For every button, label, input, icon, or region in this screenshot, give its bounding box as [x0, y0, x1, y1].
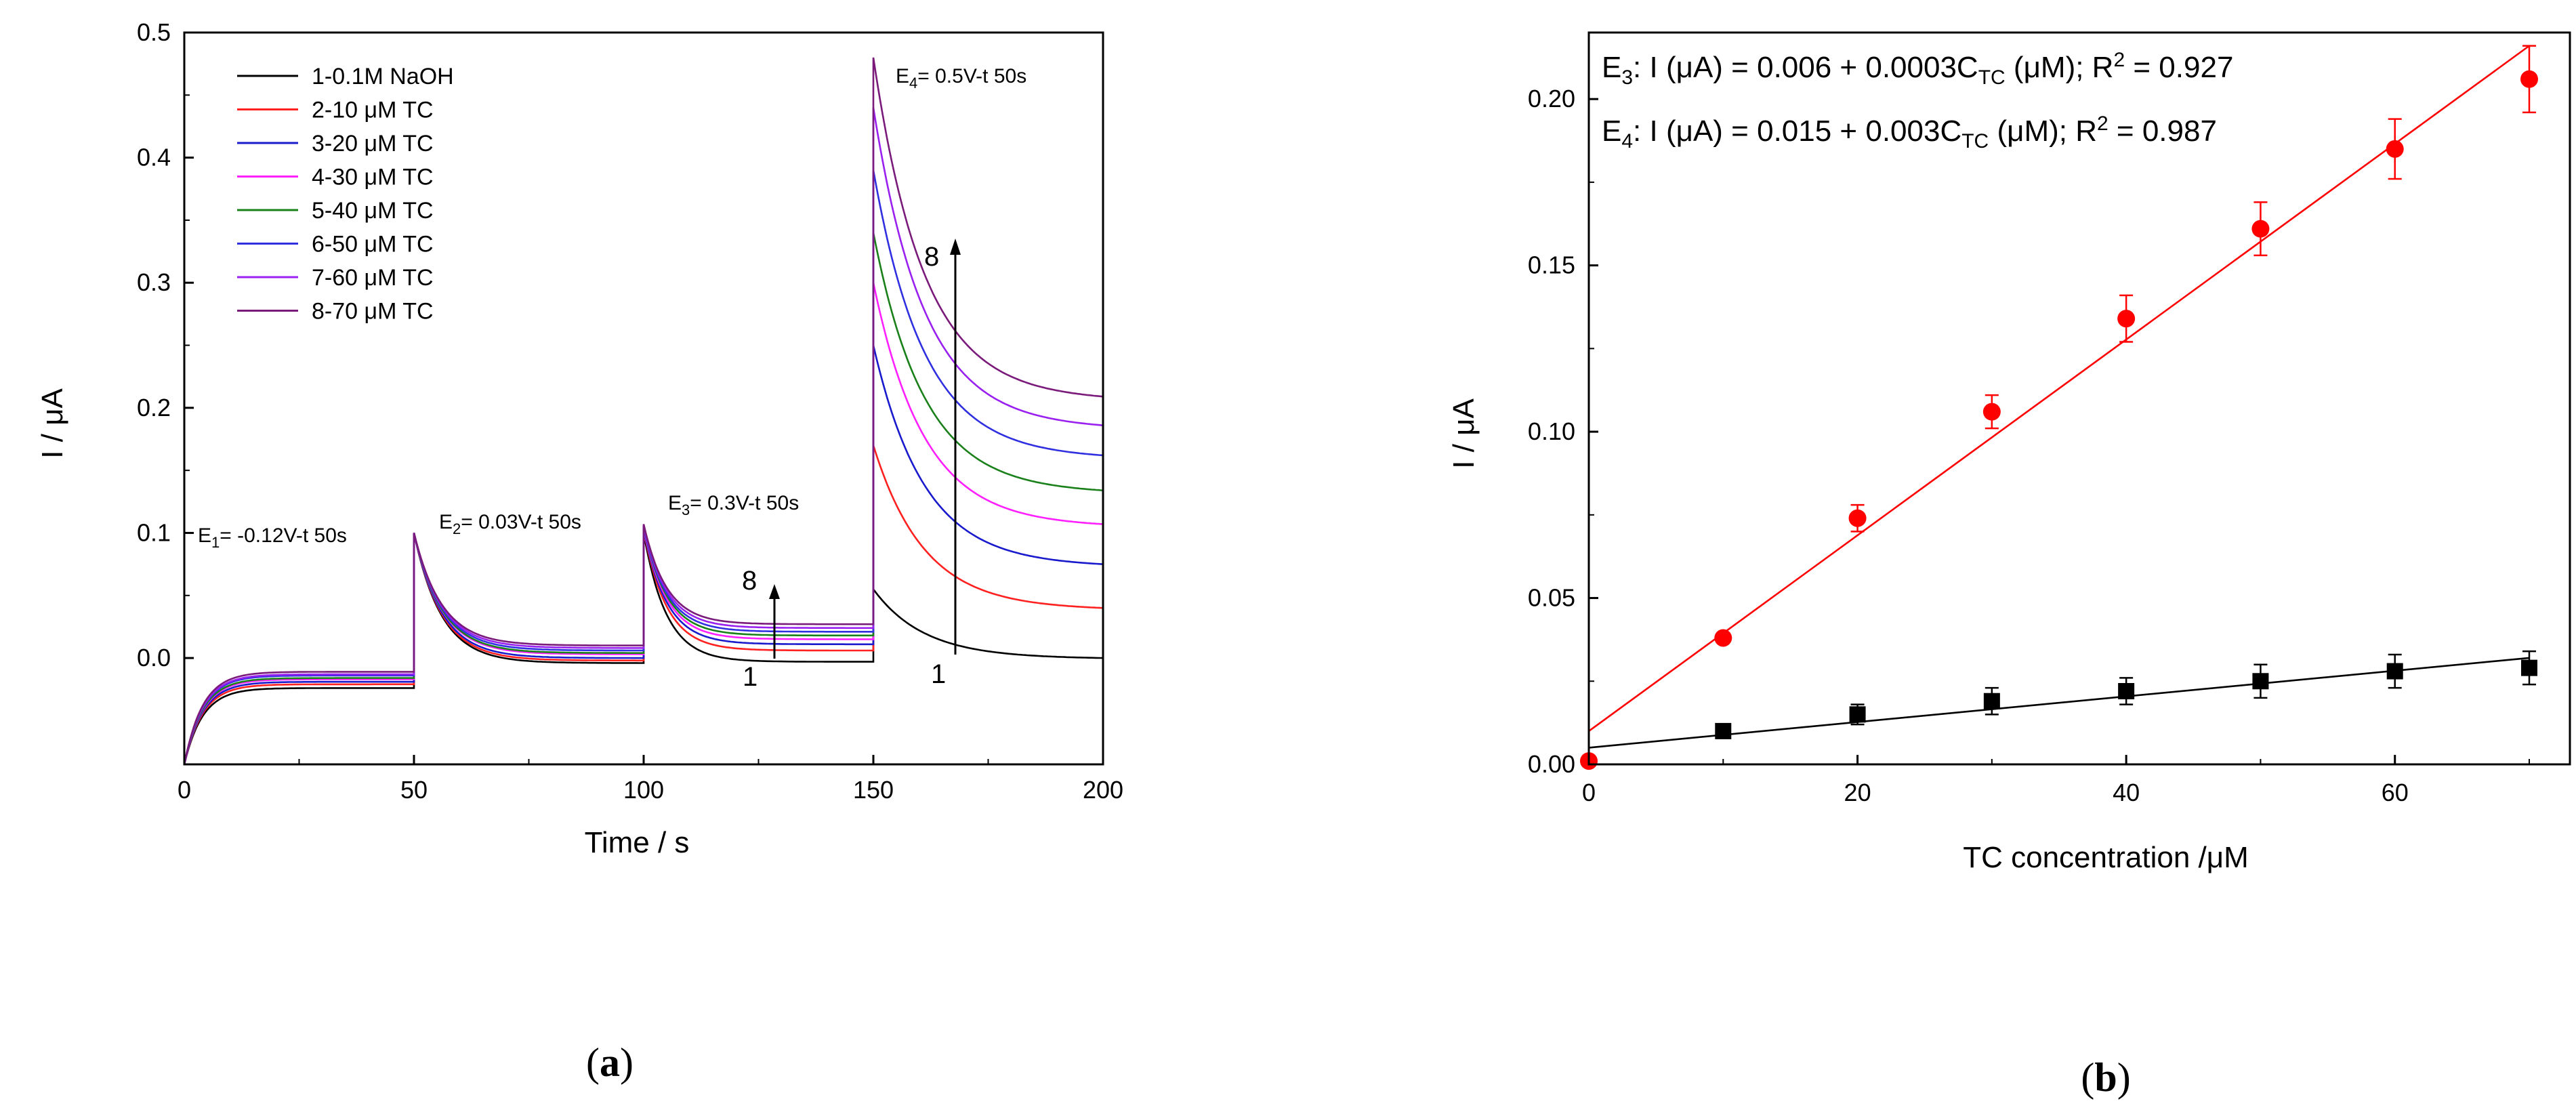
step-annotation-e1-text: = -0.12V-t 50s [220, 524, 347, 547]
arrow-e3 [769, 584, 780, 659]
data-point [1715, 722, 1732, 739]
equation-e4-mid: (μM); R [1989, 115, 2097, 148]
panel-b-label-letter: b [2094, 1055, 2117, 1100]
series-line [183, 282, 1104, 765]
data-point [2386, 140, 2404, 158]
panel-b-y-tick-label: 0.20 [1528, 85, 1575, 112]
panel-a-y-tick-label: 0.5 [137, 18, 171, 46]
data-point [1983, 693, 2000, 709]
equation-e3-mid: (μM); R [2006, 51, 2114, 84]
panel-b-x-tick-label: 0 [1582, 779, 1596, 806]
step-annotation-e2: E2= 0.03V-t 50s [439, 511, 581, 537]
equation-e3-sup: 2 [2113, 49, 2125, 71]
step-annotation-e4: E4= 0.5V-t 50s [896, 65, 1026, 91]
legend-entry-label: 3-20 μM TC [312, 131, 434, 157]
panel-a-y-tick-label: 0.2 [137, 394, 171, 421]
data-point [2117, 310, 2136, 328]
legend-entry-label: 7-60 μM TC [312, 265, 434, 291]
arrow-e3-top-label: 8 [742, 566, 757, 596]
panel-b-ticks: 0 20 40 60 0.00 0.05 0.10 0.15 0.20 [1528, 85, 2530, 806]
equation-e4-right: = 0.987 [2108, 115, 2217, 148]
panel-b-x-tick-label: 60 [2382, 779, 2409, 806]
equation-e3-right: = 0.927 [2125, 51, 2233, 84]
panel-b-y-tick-label: 0.00 [1528, 750, 1575, 778]
data-point [2251, 220, 2270, 238]
equation-e3-c-sub: TC [1978, 66, 2006, 89]
arrow-e4-bottom-label: 1 [931, 659, 946, 689]
step-annotation-e3-sub: 3 [682, 501, 690, 518]
legend-entry-label: 2-10 μM TC [312, 98, 434, 123]
arrow-e4-top-label: 8 [924, 242, 939, 272]
fit-line [1588, 657, 2530, 749]
data-point [2386, 663, 2403, 680]
data-point [1714, 629, 1732, 647]
panel-b-chart: 0 20 40 60 0.00 0.05 0.10 0.15 0.20 TC concentra… [1447, 31, 2571, 1100]
step-annotation-e2-sub: 2 [453, 520, 461, 537]
step-annotation-e4-text: = 0.5V-t 50s [917, 65, 1026, 87]
panel-b-x-tick-label: 40 [2113, 779, 2140, 806]
step-annotation-e1-sub: 1 [211, 534, 220, 551]
panel-b-x-tick-label: 20 [1844, 779, 1871, 806]
step-annotation-e2-text: = 0.03V-t 50s [461, 511, 581, 533]
panel-a-y-tick-label: 0.4 [137, 144, 171, 171]
panel-a-label: (a) [586, 1040, 633, 1085]
legend-entry-label: 1-0.1M NaOH [312, 64, 454, 89]
data-point [1849, 706, 1866, 723]
equation-e4: E4: I (μA) = 0.015 + 0.003CTC (μM); R2 =… [1602, 112, 2217, 152]
equation-e4-c-sub: TC [1961, 130, 1989, 152]
panel-a-x-axis-label: Time / s [585, 826, 690, 859]
equation-e3-left: : I (μA) = 0.006 + 0.0003C [1633, 51, 1978, 84]
panel-b-y-tick-label: 0.15 [1528, 251, 1575, 279]
panel-a-x-tick-label: 0 [178, 776, 191, 804]
data-point [1982, 403, 2001, 421]
arrow-e3-bottom-label: 1 [743, 662, 757, 692]
panel-a-legend: 1-0.1M NaOH 2-10 μM TC 3-20 μM TC 4-30 μM T… [237, 64, 454, 325]
panel-a-y-tick-label: 0.3 [137, 268, 171, 296]
panel-b-y-tick-label: 0.10 [1528, 417, 1575, 445]
panel-a-x-tick-label: 200 [1083, 776, 1123, 804]
panel-a-x-tick-label: 150 [853, 776, 894, 804]
equation-e3-sub: 3 [1621, 66, 1633, 89]
panel-b-y-axis-label: I / μA [1447, 398, 1480, 469]
panel-a-curves [183, 57, 1104, 765]
data-point [2520, 70, 2538, 88]
panel-a-y-tick-label: 0.1 [137, 518, 171, 546]
panel-b-x-axis-label: TC concentration /μM [1963, 841, 2249, 874]
fit-line [1588, 45, 2530, 732]
legend-entry-label: 4-30 μM TC [312, 165, 434, 190]
panel-b-y-tick-label: 0.05 [1528, 584, 1575, 612]
equation-e4-left: : I (μA) = 0.015 + 0.003C [1633, 115, 1961, 148]
series-line [183, 57, 1104, 765]
step-annotation-e3: E3= 0.3V-t 50s [668, 492, 799, 518]
data-point [2118, 683, 2135, 699]
legend-entry-label: 5-40 μM TC [312, 198, 434, 224]
panel-b-plot-frame [1587, 31, 2571, 766]
panel-a-y-axis-label: I / μA [36, 388, 69, 459]
arrow-e4 [950, 239, 961, 655]
panel-b-label: (b) [2081, 1055, 2130, 1100]
equation-e4-sub: 4 [1621, 130, 1633, 152]
panel-a-ticks: 0 50 100 150 200 0.0 0.1 0.2 0.3 0.4 0.5 [137, 18, 1123, 804]
step-annotation-e3-text: = 0.3V-t 50s [690, 492, 799, 514]
equation-e3: E3: I (μA) = 0.006 + 0.0003CTC (μM); R2 … [1602, 49, 2233, 89]
step-annotation-e4-sub: 4 [909, 75, 917, 91]
step-annotation-e1: E1= -0.12V-t 50s [198, 524, 347, 551]
panel-a-x-tick-label: 50 [400, 776, 428, 804]
legend-entry-label: 8-70 μM TC [312, 299, 434, 325]
legend-entry-label: 6-50 μM TC [312, 232, 434, 257]
panel-a-y-tick-label: 0.0 [137, 644, 171, 672]
panel-b-data [1580, 45, 2538, 770]
data-point [2252, 673, 2269, 690]
data-point [1848, 509, 1867, 527]
panel-a-x-tick-label: 100 [623, 776, 664, 804]
panel-a-label-letter: a [600, 1040, 620, 1085]
equation-e4-sup: 2 [2097, 112, 2108, 135]
data-point [2521, 659, 2537, 676]
